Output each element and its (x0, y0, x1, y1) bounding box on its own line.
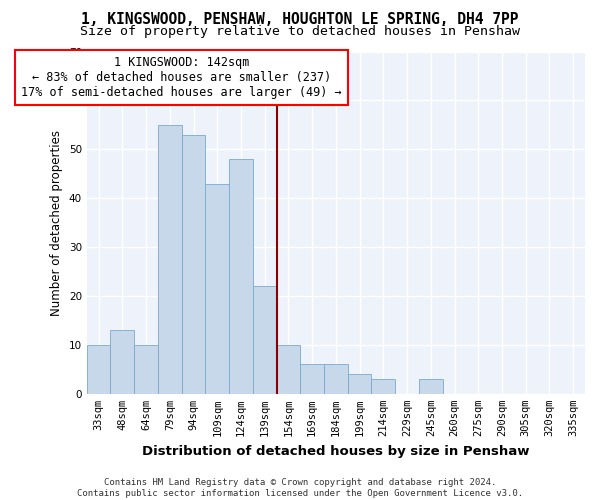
Text: Contains HM Land Registry data © Crown copyright and database right 2024.
Contai: Contains HM Land Registry data © Crown c… (77, 478, 523, 498)
Y-axis label: Number of detached properties: Number of detached properties (50, 130, 63, 316)
Bar (110, 330, 134, 394)
Bar (87, 345, 110, 394)
Bar (324, 364, 348, 394)
Bar (158, 125, 182, 394)
Text: Size of property relative to detached houses in Penshaw: Size of property relative to detached ho… (80, 25, 520, 38)
Bar (348, 374, 371, 394)
Bar (253, 286, 277, 394)
Bar (205, 184, 229, 394)
X-axis label: Distribution of detached houses by size in Penshaw: Distribution of detached houses by size … (142, 444, 530, 458)
Bar (134, 345, 158, 394)
Bar (419, 379, 443, 394)
Bar (371, 379, 395, 394)
Bar (300, 364, 324, 394)
Bar (229, 159, 253, 394)
Text: 1 KINGSWOOD: 142sqm
← 83% of detached houses are smaller (237)
17% of semi-detac: 1 KINGSWOOD: 142sqm ← 83% of detached ho… (22, 56, 342, 100)
Bar (182, 134, 205, 394)
Bar (277, 345, 300, 394)
Text: 1, KINGSWOOD, PENSHAW, HOUGHTON LE SPRING, DH4 7PP: 1, KINGSWOOD, PENSHAW, HOUGHTON LE SPRIN… (81, 12, 519, 28)
